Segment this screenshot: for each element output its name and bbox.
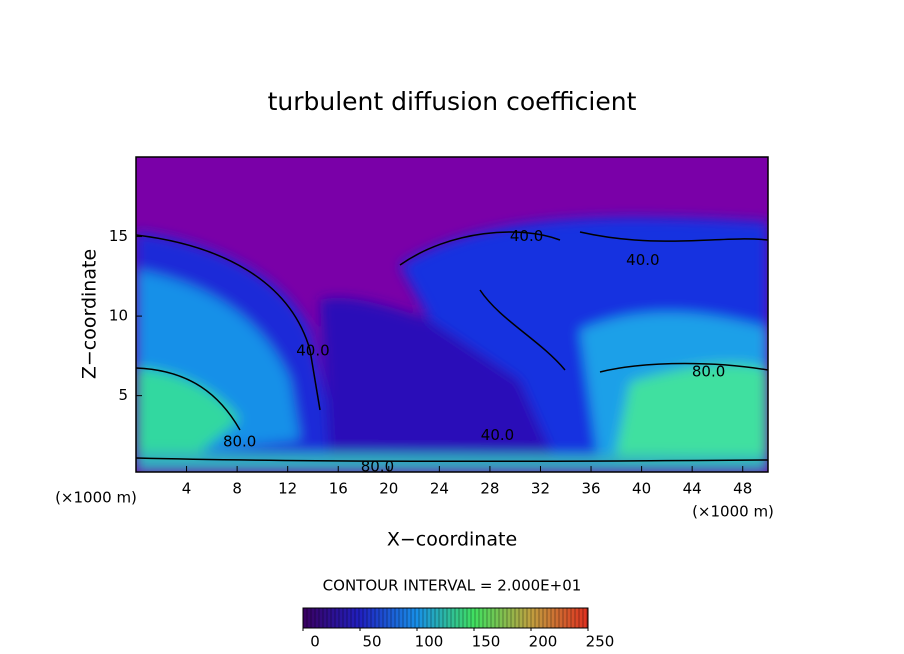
x-tick-label: 44 <box>683 480 702 498</box>
contour-label: 80.0 <box>223 432 256 450</box>
colorbar-tick-label: 0 <box>310 633 320 651</box>
contour-label: 40.0 <box>510 227 543 245</box>
y-tick-label: 15 <box>109 227 128 245</box>
y-axis-label: Z−coordinate <box>79 249 101 379</box>
contour-field <box>136 157 768 472</box>
plot-frame <box>135 156 769 473</box>
contour-label: 80.0 <box>692 362 725 380</box>
x-tick-label: 16 <box>329 480 348 498</box>
colorbar-tick-label: 100 <box>415 633 444 651</box>
x-tick-label: 24 <box>430 480 449 498</box>
x-tick-label: 12 <box>278 480 297 498</box>
contour-label: 40.0 <box>481 426 514 444</box>
x-tick-label: 32 <box>531 480 550 498</box>
contour-label: 40.0 <box>626 251 659 269</box>
colorbar <box>302 607 589 629</box>
x-tick-label: 28 <box>480 480 499 498</box>
colorbar-tick-label: 50 <box>362 633 381 651</box>
x-tick-label: 20 <box>379 480 398 498</box>
x-tick-label: 36 <box>581 480 600 498</box>
x-tick-label: 8 <box>232 480 242 498</box>
colorbar-tick-label: 150 <box>472 633 501 651</box>
contour-label: 40.0 <box>296 342 329 360</box>
contour-interval: CONTOUR INTERVAL = 2.000E+01 <box>323 577 582 595</box>
colorbar-tick-label: 250 <box>586 633 615 651</box>
x-tick-label: 48 <box>733 480 752 498</box>
colorbar-tick-label: 200 <box>529 633 558 651</box>
chart-title: turbulent diffusion coefficient <box>268 87 637 116</box>
y-tick-label: 5 <box>118 386 128 404</box>
contour-label: 80.0 <box>361 458 394 476</box>
y-tick-label: 10 <box>109 307 128 325</box>
x-tick-label: 4 <box>182 480 192 498</box>
x-axis-label: X−coordinate <box>387 529 517 551</box>
x-unit-label: (×1000 m) <box>692 503 774 521</box>
x-unit-label: (×1000 m) <box>55 489 137 507</box>
x-tick-label: 40 <box>632 480 651 498</box>
